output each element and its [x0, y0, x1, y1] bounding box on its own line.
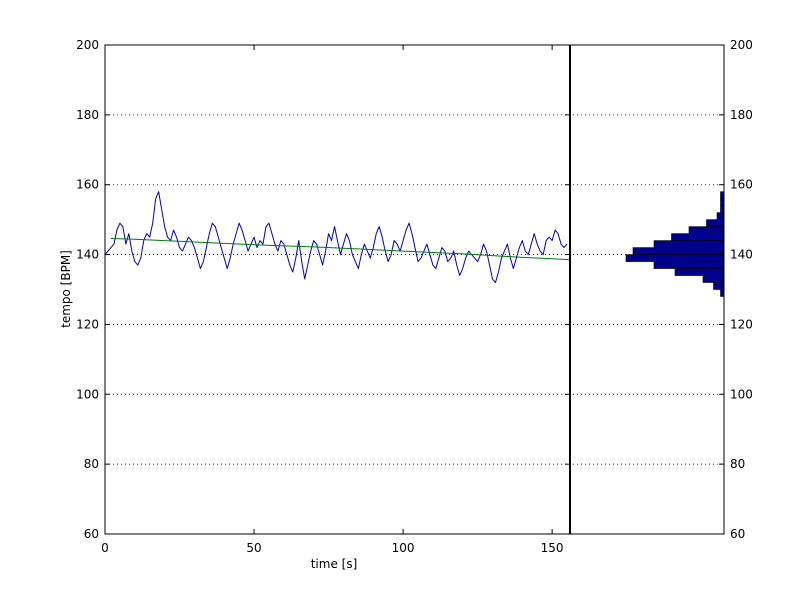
histogram-bar — [671, 233, 725, 241]
tempo-line — [104, 191, 568, 284]
y-tick-label-left: 140 — [76, 248, 99, 262]
y-tick-label-right: 100 — [730, 387, 753, 401]
y-tick-label-left: 160 — [76, 178, 99, 192]
x-axis-label: time [s] — [311, 557, 358, 571]
histogram-bar — [706, 219, 725, 227]
histogram-bar — [674, 268, 725, 276]
histogram-bar — [653, 240, 725, 248]
histogram-bar — [653, 261, 725, 269]
x-tick-label: 50 — [246, 541, 261, 555]
y-tick-label-left: 120 — [76, 317, 99, 331]
y-tick-label-left: 60 — [84, 527, 99, 541]
y-tick-label-right: 80 — [730, 457, 745, 471]
x-tick-label: 150 — [541, 541, 564, 555]
y-tick-label-left: 200 — [76, 38, 99, 52]
histogram-bar — [688, 226, 725, 234]
plot-frame — [104, 44, 725, 535]
histogram-bar — [632, 247, 725, 255]
plot-lines — [104, 191, 571, 284]
axes-frame — [104, 44, 725, 535]
y-tick-label-right: 60 — [730, 527, 745, 541]
y-tick-label-right: 180 — [730, 108, 753, 122]
histogram-bar — [625, 254, 725, 262]
y-tick-label-right: 200 — [730, 38, 753, 52]
histogram-bar — [720, 289, 725, 297]
trend-line — [110, 238, 571, 261]
histogram-bar — [702, 275, 725, 283]
x-tick-label: 0 — [101, 541, 109, 555]
y-tick-label-right: 160 — [730, 178, 753, 192]
y-tick-label-left: 180 — [76, 108, 99, 122]
x-tick-label: 100 — [392, 541, 415, 555]
y-tick-label-left: 100 — [76, 387, 99, 401]
histogram-bar — [720, 198, 725, 206]
y-tick-label-right: 140 — [730, 248, 753, 262]
histogram-bar — [720, 191, 725, 199]
histogram-bar — [716, 212, 725, 220]
histogram-bar — [713, 282, 725, 290]
ticks: 60 60 80 80 100 100 120 120 140 140 160 160 180 180 20… — [76, 38, 753, 555]
y-tick-label-left: 80 — [84, 457, 99, 471]
histogram-bar — [720, 205, 725, 213]
y-axis-label: tempo [BPM] — [59, 250, 73, 328]
y-tick-label-right: 120 — [730, 317, 753, 331]
